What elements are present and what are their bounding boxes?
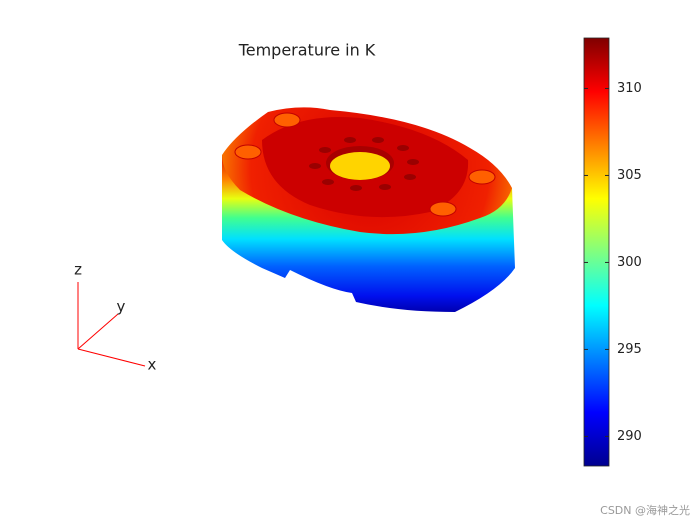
axis-arrow — [77, 348, 146, 367]
watermark: CSDN @海神之光 — [600, 503, 690, 517]
axis-label: z — [74, 261, 82, 279]
axis-label: y — [117, 298, 126, 316]
temperature-surface — [222, 107, 515, 312]
tick-label: 300 — [617, 255, 642, 270]
colorbar: 290 295 300 305 310 — [583, 37, 642, 467]
tick-label: 305 — [617, 168, 642, 183]
axis-label: x — [148, 356, 157, 374]
axis-triad: z y x — [74, 261, 156, 374]
tick-label: 290 — [617, 429, 642, 444]
chart-title: Temperature in K — [238, 41, 376, 60]
tick-label: 295 — [617, 342, 642, 357]
tick-label: 310 — [617, 81, 642, 96]
colorbar-scale — [583, 37, 610, 467]
axis-arrow — [77, 313, 119, 350]
